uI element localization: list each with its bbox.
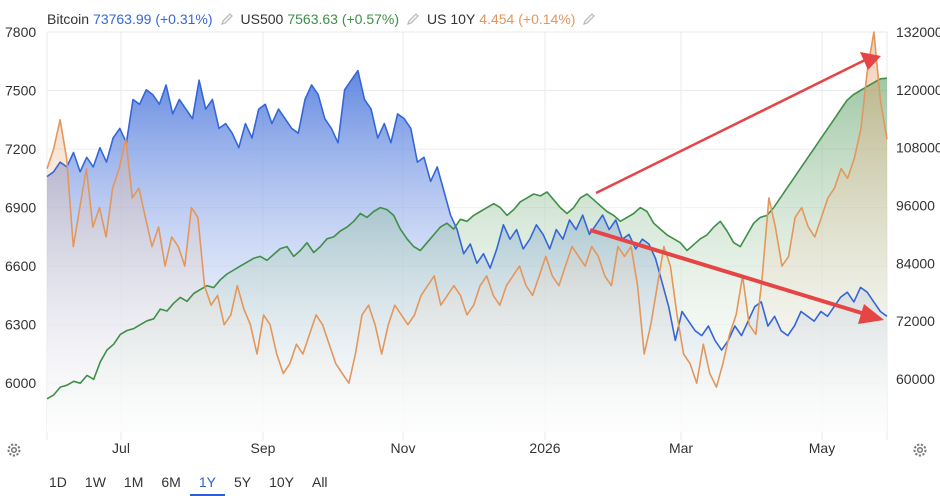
annotation-arrowhead-up bbox=[860, 52, 881, 70]
left-axis-tick-label: 6600 bbox=[5, 258, 36, 274]
series-line-us-10y bbox=[46, 31, 888, 388]
right-axis-tick-label: 120000 bbox=[896, 82, 940, 98]
range-button-1y[interactable]: 1Y bbox=[189, 470, 225, 496]
left-axis-tick-label: 7500 bbox=[5, 83, 36, 99]
right-axis-tick-label: 72000 bbox=[896, 313, 935, 329]
annotation-arrows bbox=[589, 52, 884, 324]
right-axis-tick-label: 84000 bbox=[896, 255, 935, 271]
annotation-arrowhead-down bbox=[858, 304, 884, 324]
range-button-1m[interactable]: 1M bbox=[123, 474, 144, 490]
range-selector: 1D 1W 1M 6M 1Y 5Y 10Y All bbox=[40, 470, 337, 496]
range-button-5y[interactable]: 5Y bbox=[233, 474, 252, 490]
x-axis-tick-label: Sep bbox=[251, 440, 276, 456]
legend-item-us10y[interactable]: US 10Y 4.454 (+0.14%) bbox=[427, 11, 597, 27]
range-button-1w[interactable]: 1W bbox=[84, 474, 106, 490]
legend-change: (+0.14%) bbox=[518, 11, 576, 27]
legend-name: US 10Y bbox=[427, 11, 476, 27]
x-axis-tick-label: Mar bbox=[669, 440, 693, 456]
left-axis-tick-label: 6300 bbox=[5, 317, 36, 333]
right-axis-tick-label: 108000 bbox=[896, 140, 940, 156]
chart-area: 7800 7500 7200 6900 6600 6300 6000 132000 120000… bbox=[5, 24, 940, 456]
x-axis-tick-label: 2026 bbox=[529, 440, 560, 456]
right-axis-tick-label: 60000 bbox=[896, 371, 935, 387]
legend-name: Bitcoin bbox=[47, 11, 90, 27]
legend: Bitcoin 73763.99 (+0.31%) US500 7563.63 … bbox=[47, 10, 603, 28]
pencil-icon[interactable] bbox=[405, 11, 421, 27]
right-axis-settings-gear-icon[interactable] bbox=[911, 441, 929, 459]
pencil-icon[interactable] bbox=[219, 11, 235, 27]
range-button-6m[interactable]: 6M bbox=[161, 474, 181, 490]
pencil-icon[interactable] bbox=[581, 11, 597, 27]
left-axis-tick-label: 6900 bbox=[5, 200, 36, 216]
x-axis-tick-label: May bbox=[809, 440, 835, 456]
right-axis-tick-label: 132000 bbox=[896, 24, 940, 40]
legend-change: (+0.31%) bbox=[155, 11, 213, 27]
annotation-arrow-down bbox=[589, 228, 866, 316]
range-button-1d[interactable]: 1D bbox=[49, 474, 67, 490]
legend-value: 4.454 bbox=[479, 11, 515, 27]
left-axis-settings-gear-icon[interactable] bbox=[5, 441, 23, 459]
range-button-all[interactable]: All bbox=[311, 474, 328, 490]
range-button-10y[interactable]: 10Y bbox=[269, 474, 294, 490]
legend-value: 73763.99 bbox=[93, 11, 152, 27]
left-axis-tick-label: 7200 bbox=[5, 141, 36, 157]
legend-item-bitcoin[interactable]: Bitcoin 73763.99 (+0.31%) bbox=[47, 11, 235, 27]
right-axis-tick-label: 96000 bbox=[896, 197, 935, 213]
left-axis-tick-label: 6000 bbox=[5, 375, 36, 391]
legend-value: 7563.63 bbox=[287, 11, 338, 27]
legend-item-us500[interactable]: US500 7563.63 (+0.57%) bbox=[241, 11, 422, 27]
left-axis-tick-label: 7800 bbox=[5, 24, 36, 40]
x-axis-tick-label: Nov bbox=[391, 440, 416, 456]
series-line-bitcoin bbox=[46, 69, 888, 351]
x-axis-tick-label: Jul bbox=[112, 440, 130, 456]
annotation-arrow-up bbox=[595, 58, 866, 195]
legend-change: (+0.57%) bbox=[341, 11, 400, 27]
legend-name: US500 bbox=[240, 11, 284, 27]
series-line-us500 bbox=[46, 77, 888, 400]
